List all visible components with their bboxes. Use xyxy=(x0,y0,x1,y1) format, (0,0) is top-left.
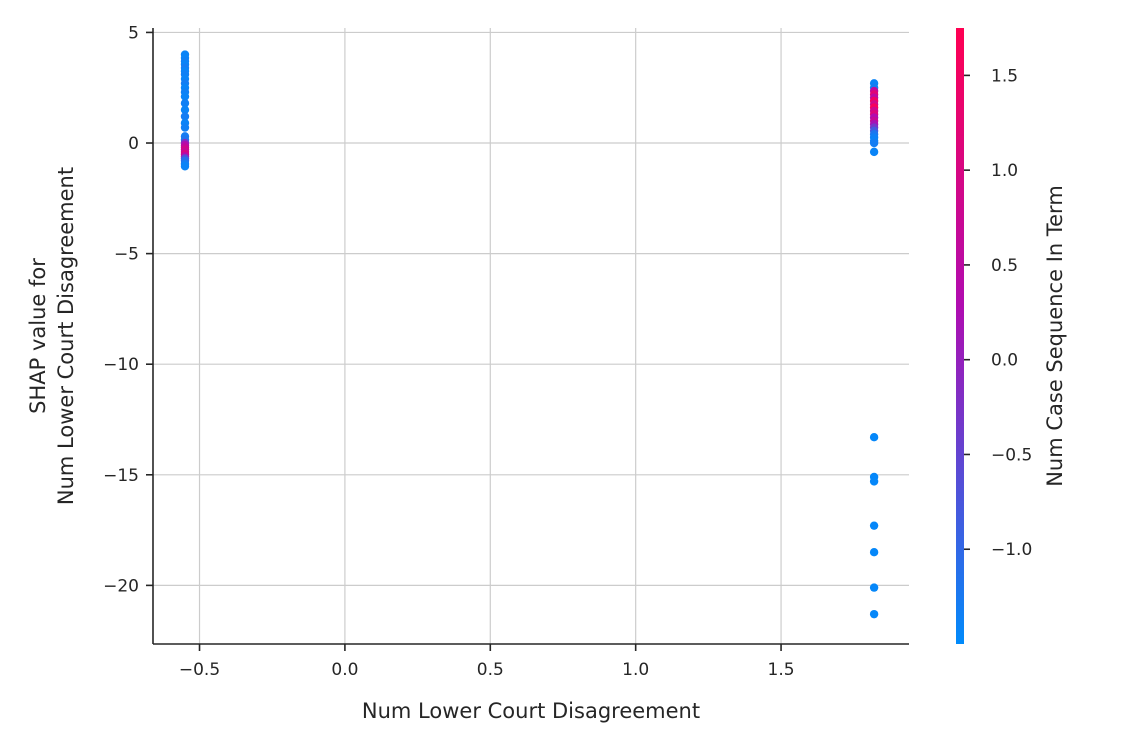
y-axis-ticks: 5 0 −5 −10 −15 −20 xyxy=(103,23,153,596)
colorbar xyxy=(956,28,964,644)
data-point xyxy=(180,99,190,108)
y-tick-label: 0 xyxy=(128,134,139,154)
x-axis-ticks: −0.5 0.0 0.5 1.0 1.5 xyxy=(179,644,795,680)
data-point xyxy=(180,123,190,132)
x-tick-label: 1.0 xyxy=(622,660,649,680)
colorbar-tick-label: 0.5 xyxy=(991,256,1018,276)
data-point xyxy=(869,583,879,592)
colorbar-tick-label: −1.0 xyxy=(991,540,1032,560)
x-tick-label: 0.5 xyxy=(477,660,504,680)
data-point xyxy=(180,105,190,115)
data-point xyxy=(869,521,879,530)
x-tick-label: 0.0 xyxy=(331,660,358,680)
data-point xyxy=(180,92,190,101)
y-tick-label: −10 xyxy=(103,355,139,375)
axes-spines xyxy=(152,28,909,645)
y-tick-label: −5 xyxy=(114,245,139,265)
y-axis-label-line-2: Num Lower Court Disagreement xyxy=(54,167,78,505)
colorbar-tick-label: 0.0 xyxy=(991,351,1018,371)
x-axis-label: Num Lower Court Disagreement xyxy=(362,699,700,723)
data-point xyxy=(869,609,879,619)
colorbar-tick-label: 1.0 xyxy=(991,161,1018,181)
y-tick-label: 5 xyxy=(128,23,139,43)
data-point xyxy=(180,112,190,121)
data-point xyxy=(869,147,879,157)
y-axis-label-line-1: SHAP value for xyxy=(26,258,50,414)
colorbar-label-text: Num Case Sequence In Term xyxy=(1043,185,1067,487)
scatter-points xyxy=(180,50,879,619)
colorbar-tick-label: 1.5 xyxy=(991,66,1018,86)
data-point xyxy=(869,548,879,557)
x-tick-label: −0.5 xyxy=(179,660,220,680)
colorbar-label: Num Case Sequence In Term xyxy=(1043,185,1067,487)
data-point xyxy=(869,477,879,486)
colorbar-ticks: 1.5 1.0 0.5 0.0 −0.5 −1.0 xyxy=(964,66,1032,560)
data-point xyxy=(869,432,879,442)
y-tick-label: −20 xyxy=(103,576,139,596)
colorbar-tick-label: −0.5 xyxy=(991,445,1032,465)
y-axis-label: SHAP value for Num Lower Court Disagreem… xyxy=(26,167,78,505)
grid xyxy=(153,28,909,644)
y-tick-label: −15 xyxy=(103,466,139,486)
x-tick-label: 1.5 xyxy=(768,660,795,680)
data-point xyxy=(180,162,190,171)
data-point xyxy=(869,138,879,148)
